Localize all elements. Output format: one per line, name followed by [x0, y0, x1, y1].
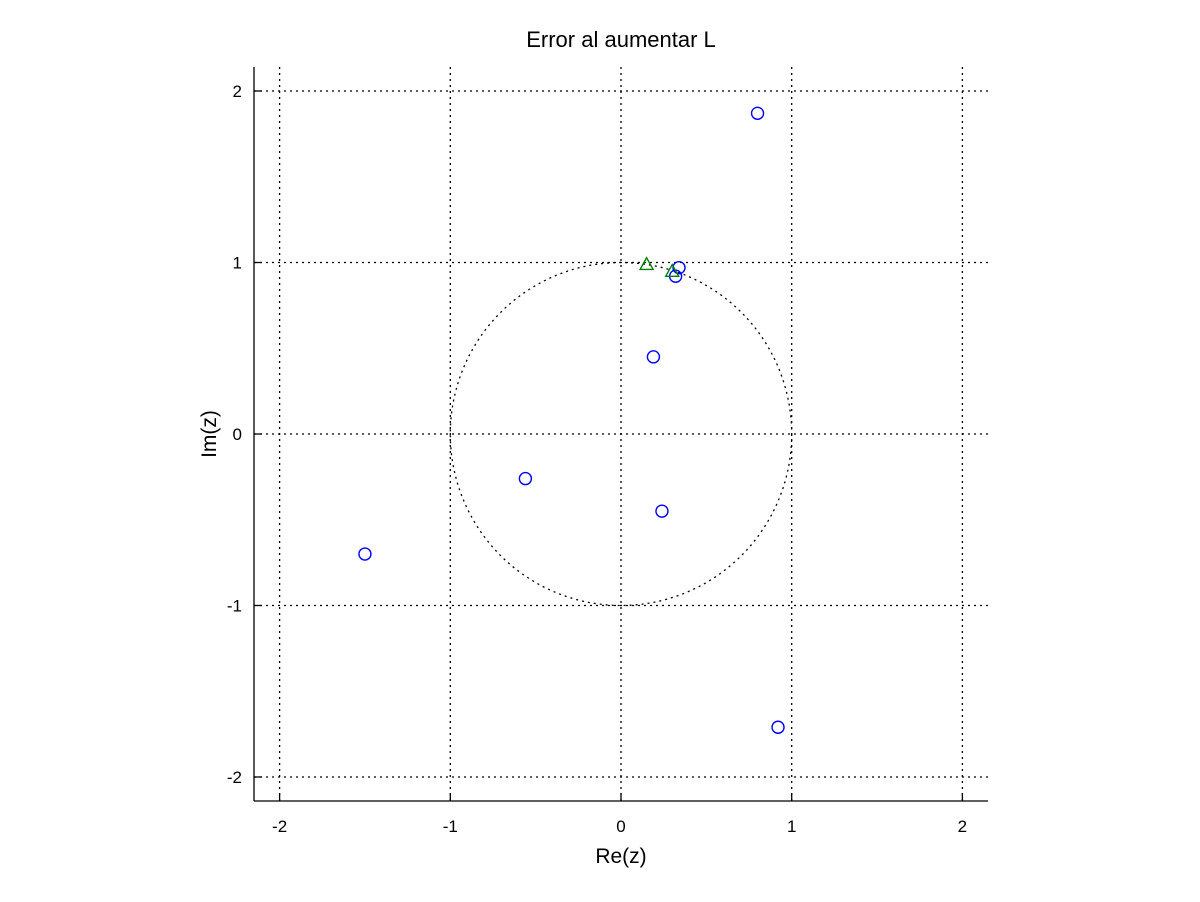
y-tick-labels: -2 -1 0 1 2 — [227, 82, 242, 787]
x-tick-label: -1 — [443, 817, 458, 836]
x-tick-label: 0 — [616, 817, 625, 836]
zero-marker-3 — [646, 350, 661, 364]
axes — [253, 67, 988, 802]
pole-marker-0 — [638, 256, 655, 271]
unit-circle — [449, 261, 793, 607]
x-tick-label: 1 — [787, 817, 796, 836]
y-tick-label: 1 — [233, 254, 242, 273]
x-tick-label: -2 — [272, 817, 287, 836]
x-axis-label: Re(z) — [595, 845, 646, 868]
y-tick-label: -1 — [227, 596, 242, 615]
data-points — [358, 106, 785, 734]
x-tick-labels: -2 -1 0 1 2 — [272, 817, 967, 836]
zero-marker-7 — [771, 720, 785, 734]
pole-marker-1 — [664, 263, 680, 277]
zero-marker-0 — [750, 106, 765, 121]
zero-marker-4 — [518, 471, 533, 486]
y-tick-label: -2 — [227, 768, 242, 787]
x-tick-label: 2 — [958, 817, 967, 836]
chart-title: Error al aumentar L — [526, 27, 716, 52]
zero-marker-6 — [358, 547, 372, 561]
grid-lines — [254, 67, 988, 801]
unit-circle-layer — [449, 261, 793, 607]
zero-marker-5 — [655, 504, 669, 518]
zero-marker-1 — [672, 260, 686, 275]
y-tick-label: 2 — [233, 82, 242, 101]
y-tick-label: 0 — [233, 425, 242, 444]
y-axis-label: Im(z) — [198, 410, 221, 458]
